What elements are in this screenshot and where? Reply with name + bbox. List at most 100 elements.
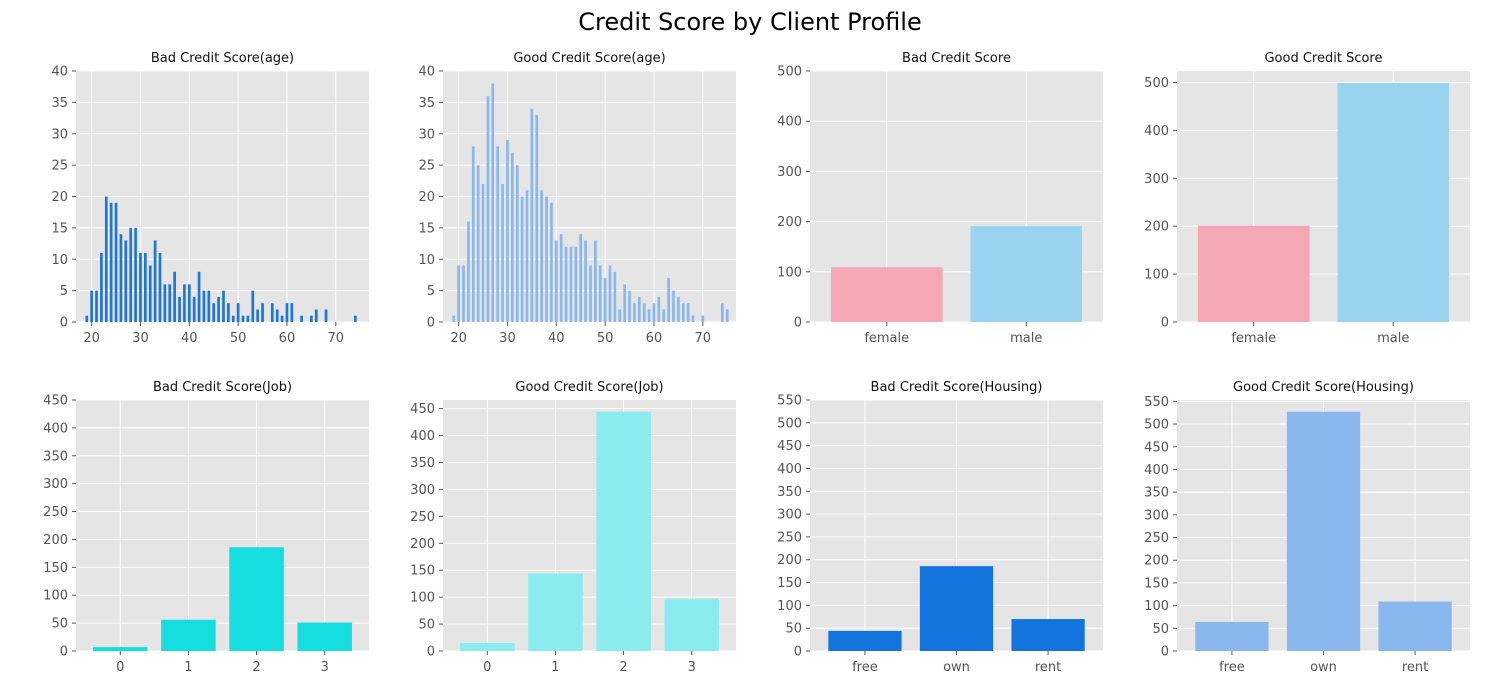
y-tick-label: 35 [418,96,435,111]
bar [540,190,543,322]
x-tick-label: 20 [83,331,100,346]
bar [594,240,597,322]
y-tick-label: 40 [51,65,68,80]
chart-panel: 0 50 100 150 200 250 300 350 400 450 500 550 free own… [1144,380,1470,675]
bar [275,309,279,322]
bar [139,252,142,322]
x-tick-label: 3 [688,660,696,675]
y-tick-label: 300 [43,477,68,492]
bar [161,619,216,651]
bar [256,309,260,322]
y-tick-label: 450 [43,394,68,409]
y-tick-label: 30 [418,127,435,142]
chart-title: Good Credit Score(Housing) [1233,380,1414,395]
chart-panel: 0 5 10 15 20 25 30 35 40 20 30 40 50 60 70 Bad Credit S… [51,51,369,346]
bar [457,265,460,322]
y-tick-label: 100 [43,589,68,604]
y-tick-label: 0 [1161,645,1169,660]
x-tick-label: female [1231,331,1276,346]
bar [231,315,235,322]
bar [667,278,670,322]
y-tick-label: 0 [427,316,435,331]
y-tick-label: 100 [777,599,802,614]
y-tick-label: 350 [1144,486,1169,501]
bar [144,252,147,322]
bar [1011,619,1085,651]
bar [310,315,313,322]
bar [217,296,220,322]
bar [183,284,186,322]
x-tick-label: male [1010,331,1042,346]
bar [222,290,225,322]
y-tick-label: 500 [1144,76,1169,91]
y-tick-label: 250 [1144,531,1169,546]
x-tick-label: male [1377,331,1409,346]
bar [90,290,93,322]
bar [618,309,622,322]
y-tick-label: 15 [51,221,68,236]
y-tick-label: 300 [1144,172,1169,187]
y-tick-label: 35 [51,96,68,111]
bar [95,290,98,322]
x-tick-label: 2 [619,660,627,675]
y-tick-label: 550 [777,394,802,409]
y-tick-label: 10 [51,253,68,268]
bar [236,303,240,322]
x-tick-label: 40 [181,331,198,346]
bar [970,226,1083,322]
bar [124,240,128,322]
bar [528,573,583,651]
bar [467,221,470,322]
x-tick-label: own [1310,660,1337,675]
y-tick-label: 5 [60,284,68,299]
bar [664,598,719,651]
bar [148,265,152,322]
x-tick-label: 40 [548,331,565,346]
y-tick-label: 350 [43,449,68,464]
bar [603,278,607,322]
y-tick-label: 100 [1144,599,1169,614]
bar [657,296,661,322]
bar [173,271,176,322]
x-tick-label: free [1219,660,1245,675]
bar [569,246,573,322]
y-tick-label: 25 [418,159,435,174]
chart-title: Bad Credit Score(Housing) [871,380,1043,395]
y-tick-label: 400 [410,429,435,444]
bar [642,303,646,322]
y-tick-label: 25 [51,159,68,174]
bar [168,284,172,322]
bar [1337,82,1450,322]
bar [300,315,303,322]
bar [178,296,181,322]
y-tick-label: 500 [1144,418,1169,433]
bar [158,252,162,322]
chart-panel: 0 50 100 150 200 250 300 350 400 450 0 1 2 3 Good Cred… [410,380,736,675]
bar [85,315,89,322]
bar [691,315,695,322]
chart-title: Bad Credit Score [902,51,1011,66]
y-tick-label: 450 [777,439,802,454]
y-tick-label: 450 [410,402,435,417]
bar [129,227,133,322]
bar [598,265,602,322]
bar [535,114,539,322]
bar [290,303,294,322]
y-tick-label: 200 [410,537,435,552]
bar [476,165,480,322]
y-tick-label: 250 [43,505,68,520]
bar [633,303,636,322]
bar [589,265,592,322]
bar [550,202,553,322]
bar [241,315,245,322]
y-tick-label: 300 [410,483,435,498]
bar [672,290,675,322]
bar [452,315,456,322]
y-tick-label: 0 [60,645,68,660]
x-tick-label: female [864,331,909,346]
bar [919,566,994,651]
bar [1195,621,1269,651]
x-tick-label: 60 [279,331,296,346]
x-tick-label: 1 [184,660,192,675]
bar [202,290,206,322]
